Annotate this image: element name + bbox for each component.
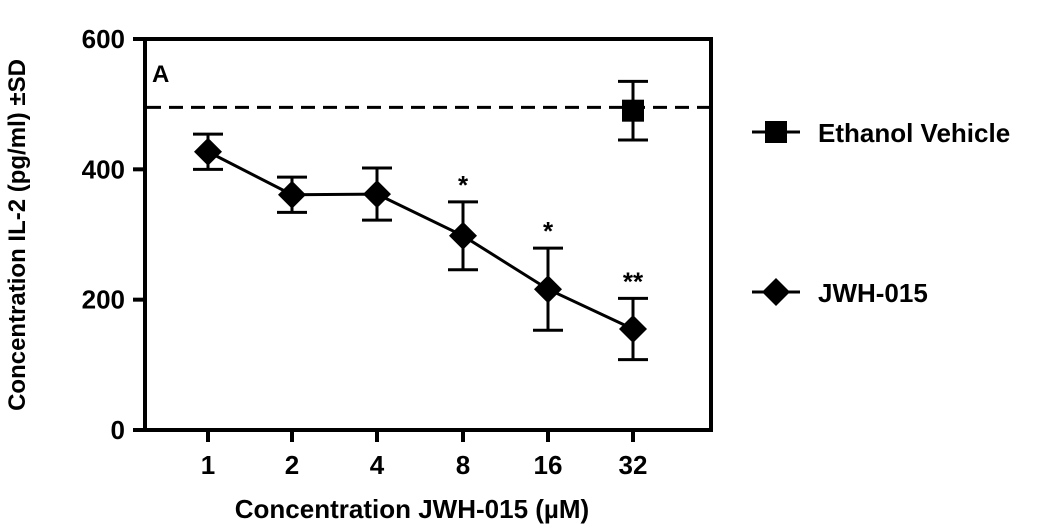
x-tick-label: 2 [285,450,299,480]
x-tick-label: 8 [456,450,470,480]
series-line [207,150,634,331]
plot-frame [143,37,713,432]
diamond-marker [534,275,562,304]
x-tick-label: 16 [534,450,563,480]
y-tick-label: 600 [82,24,125,54]
series-jwh-015: **** [193,132,648,362]
y-axis: 0 200 400 600 [82,24,145,445]
panel-label: A [152,61,169,88]
diamond-marker [194,137,222,166]
diamond-marker [449,221,477,250]
square-marker [765,121,787,143]
legend: Ethanol Vehicle JWH-015 [752,118,1010,308]
y-tick-label: 0 [111,415,125,445]
plot-area [143,37,713,432]
y-axis-title: Concentration IL-2 (pg/ml) ±SD [4,59,31,411]
x-tick-label: 32 [619,450,648,480]
y-tick-label: 200 [82,285,125,315]
significance-label: * [458,170,469,200]
significance-label: ** [623,266,644,296]
legend-label: Ethanol Vehicle [818,118,1010,148]
x-tick-label: 4 [370,450,385,480]
diamond-marker [762,278,790,306]
y-tick-label: 400 [82,154,125,184]
significance-label: * [543,216,554,246]
series-layer: **** [193,79,648,362]
x-tick-label: 1 [201,450,215,480]
diamond-marker [363,180,391,209]
diamond-marker [278,180,306,209]
legend-label: JWH-015 [818,278,928,308]
square-marker [622,99,644,122]
x-axis: 1 2 4 8 16 32 [201,430,648,480]
series-ethanol-vehicle [618,79,648,142]
diamond-marker [619,314,647,343]
x-axis-title: Concentration JWH-015 (µM) [235,494,589,524]
